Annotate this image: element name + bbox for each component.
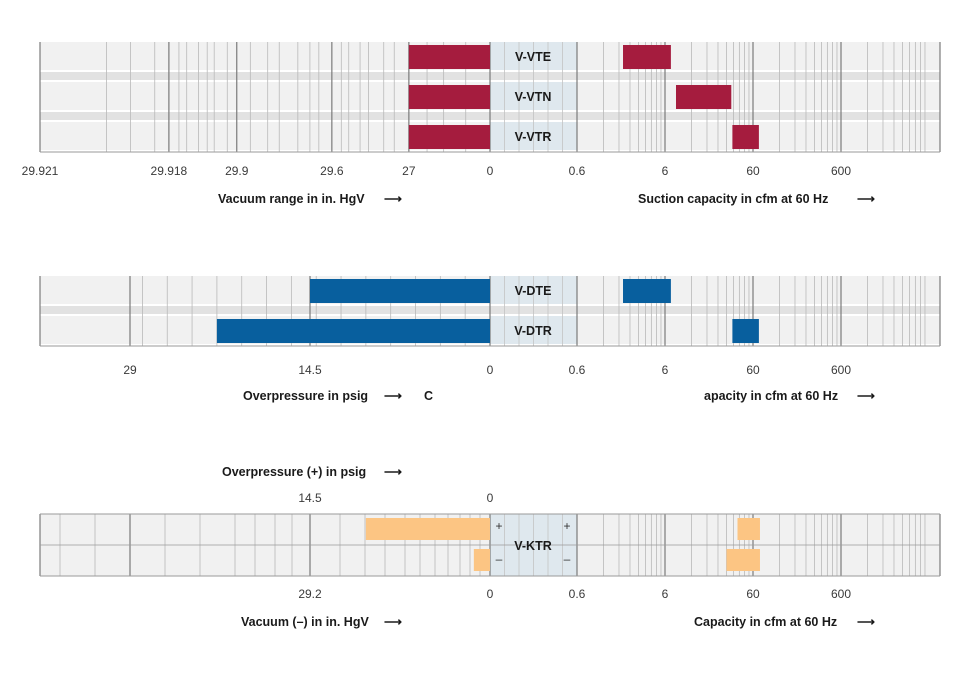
model-label: V-DTR [514, 324, 552, 338]
arrow: ⟶ [384, 389, 403, 403]
bar-v-ktr-capacity-minus [726, 549, 760, 571]
tick-label: 600 [831, 164, 851, 178]
bar-v-ktr-capacity-plus [737, 518, 760, 540]
top-axis-title: Overpressure (+) in psig [222, 465, 366, 479]
right-axis-title: Capacity in cfm at 60 Hz [694, 615, 837, 629]
tick-label: 29.918 [151, 164, 188, 178]
arrow: ⟶ [857, 192, 876, 206]
plus-sign: + [495, 519, 502, 533]
left-axis-title: Overpressure in psig [243, 389, 368, 403]
tick-label: 0 [487, 587, 494, 601]
model-label: V-KTR [514, 539, 552, 553]
tick-label: 29.9 [225, 164, 249, 178]
tick-label: 0.6 [569, 587, 586, 601]
bar-v-vte-capacity [623, 45, 671, 69]
bar-v-vte-vacuum [408, 45, 490, 69]
model-label: V-VTE [515, 50, 551, 64]
bar-v-vtn-capacity [675, 85, 732, 109]
bar-v-dtr-overpressure [216, 319, 490, 343]
tick-label: 6 [662, 164, 669, 178]
bar-v-ktr-vacuum [473, 549, 490, 571]
model-label: V-DTE [515, 284, 552, 298]
tick-label: 0 [487, 164, 494, 178]
arrow: ⟶ [384, 192, 403, 206]
tick-label: 0.6 [569, 363, 586, 377]
tick-label: 14.5 [298, 363, 322, 377]
arrow: ⟶ [384, 465, 403, 479]
tick-label: 6 [662, 363, 669, 377]
right-axis-title: Suction capacity in cfm at 60 Hz [638, 192, 828, 206]
tick-label: 60 [746, 164, 760, 178]
tick-label: 60 [746, 587, 760, 601]
tick-label: 0.6 [569, 164, 586, 178]
tick-label: 29.921 [22, 164, 59, 178]
tick-label: 600 [831, 587, 851, 601]
plus-sign: + [563, 519, 570, 533]
tick-label: 29.2 [298, 587, 322, 601]
left-axis-title: Vacuum (–) in in. HgV [241, 615, 369, 629]
bar-v-vtn-vacuum [408, 85, 490, 109]
arrow: ⟶ [857, 615, 876, 629]
bar-v-dtr-capacity [732, 319, 759, 343]
tick-label: 0 [487, 363, 494, 377]
left-axis-title: Vacuum range in in. HgV [218, 192, 365, 206]
model-label: V-VTR [515, 130, 552, 144]
tick-label: 0 [487, 491, 494, 505]
model-label: V-VTN [515, 90, 552, 104]
bar-v-vtr-capacity [732, 125, 759, 149]
arrow: ⟶ [384, 615, 403, 629]
bar-v-dte-capacity [623, 279, 671, 303]
bar-v-ktr-overpressure [365, 518, 490, 540]
tick-label: 27 [402, 164, 416, 178]
arrow: ⟶ [857, 389, 876, 403]
tick-label: 600 [831, 363, 851, 377]
axis-fragment: C [424, 389, 433, 403]
tick-label: 14.5 [298, 491, 322, 505]
minus-sign: – [496, 552, 503, 566]
minus-sign: – [564, 552, 571, 566]
bar-v-dte-overpressure [310, 279, 490, 303]
bar-v-vtr-vacuum [408, 125, 490, 149]
tick-label: 29 [123, 363, 137, 377]
tick-label: 29.6 [320, 164, 344, 178]
right-axis-title: apacity in cfm at 60 Hz [704, 389, 838, 403]
tick-label: 60 [746, 363, 760, 377]
tick-label: 6 [662, 587, 669, 601]
